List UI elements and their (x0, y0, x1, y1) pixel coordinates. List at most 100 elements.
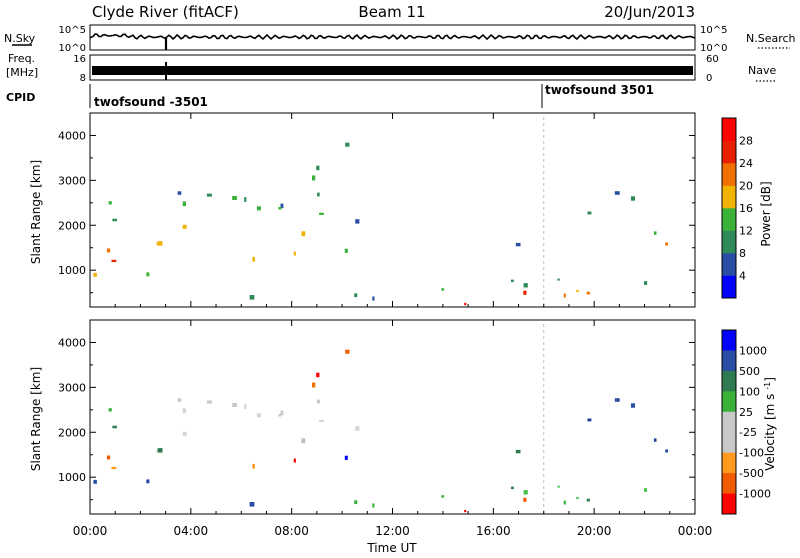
power-cell (157, 241, 163, 246)
colorbar-segment (722, 452, 736, 474)
cpid-change-marker (543, 378, 545, 381)
time-axis-label: Time UT (366, 541, 417, 554)
colorbar-segment (722, 163, 736, 186)
cpid-change-marker (543, 456, 545, 459)
velocity-cell (252, 463, 255, 469)
velocity-ytick-label: 3000 (58, 381, 86, 394)
nave-tick-top: 60 (706, 54, 719, 65)
cpid-change-marker (543, 450, 545, 453)
velocity-cell (206, 400, 212, 404)
colorbar-segment (722, 330, 736, 351)
cpid-change-marker (543, 141, 545, 144)
velocity-cell (177, 398, 182, 402)
time-tick-label: 00:00 (73, 524, 108, 538)
velocity-cell (249, 502, 255, 507)
power-data-cells (93, 117, 668, 306)
cpid-change-marker (543, 354, 545, 357)
freq-panel: Freq. [MHz] 16 8 60 0 Nave (6, 52, 776, 84)
colorbar-tick-label: 16 (739, 202, 753, 215)
freq-tick-top: 16 (73, 54, 86, 65)
freq-label-2: [MHz] (6, 66, 38, 79)
velocity-cell (345, 349, 350, 354)
power-cell (177, 191, 182, 195)
power-cell (354, 293, 358, 298)
time-tick-label: 08:00 (274, 524, 309, 538)
cpid-change-marker (543, 207, 545, 210)
colorbar-tick-label: 500 (739, 365, 760, 378)
colorbar-segment (722, 253, 736, 276)
colorbar-segment (722, 391, 736, 413)
colorbar-segment (722, 185, 736, 209)
power-cell (586, 291, 590, 295)
velocity-cell (108, 408, 112, 412)
cpid-change-marker (543, 129, 545, 132)
freq-tick-bottom: 8 (80, 73, 86, 84)
power-cell (106, 248, 111, 253)
colorbar-tick-label: 1000 (739, 344, 767, 357)
velocity-cell (182, 431, 187, 436)
cpid-change-marker (543, 273, 545, 276)
cpid-change-marker (543, 297, 545, 300)
cpid-change-marker (543, 486, 545, 489)
colorbar-tick-label: 24 (739, 157, 753, 170)
colorbar-segment (722, 350, 736, 372)
colorbar-segment (722, 140, 736, 164)
colorbar-frame (721, 117, 737, 299)
velocity-cell (244, 404, 247, 409)
velocity-cell (523, 497, 527, 502)
velocity-cell (157, 448, 163, 453)
velocity-cell (511, 486, 514, 490)
velocity-cell (256, 413, 261, 418)
colorbar-segment (722, 230, 736, 254)
velocity-cell (232, 403, 237, 407)
power-cell (312, 175, 316, 181)
power-cell (563, 293, 566, 298)
sky-panel: N.Sky 10^5 10^0 10^5 10^0 N.Search (4, 24, 796, 54)
colorbar-tick-label: -100 (739, 447, 764, 460)
time-tick-label: 20:00 (577, 524, 612, 538)
cpid-change-marker (543, 408, 545, 411)
colorbar-tick-label: 12 (739, 225, 753, 238)
velocity-cell (563, 500, 566, 505)
colorbar-segment (722, 493, 736, 515)
velocity-cell (464, 509, 467, 513)
power-cell (630, 196, 635, 201)
cpid-change-marker (543, 390, 545, 393)
cpid-change-marker (543, 384, 545, 387)
cpid-change-marker (543, 279, 545, 282)
velocity-cell (557, 485, 560, 488)
power-cell (280, 203, 284, 209)
power-ytick-label: 1000 (58, 264, 86, 277)
colorbar-tick-label: 100 (739, 385, 760, 398)
cpid-program-2: twofsound 3501 (545, 83, 654, 97)
power-cell (523, 290, 527, 295)
power-cell (576, 290, 579, 293)
power-ylabel: Slant Range [km] (29, 160, 43, 264)
power-cell (523, 283, 528, 288)
power-cell (587, 211, 592, 215)
velocity-cell (301, 438, 306, 444)
power-cell (244, 197, 247, 202)
power-cell (372, 296, 375, 301)
colorbar-segment (722, 208, 736, 231)
velocity-cell (280, 410, 284, 416)
sky-tick-top: 10^5 (59, 25, 86, 36)
power-cell (644, 281, 648, 285)
power-cell (441, 288, 445, 291)
power-cell (293, 251, 296, 256)
cpid-change-marker (543, 324, 545, 327)
colorbar-segment (722, 473, 736, 494)
velocity-panel: 1000 2000 3000 4000 Slant Range [km] 1000 50… (29, 113, 777, 555)
cpid-change-marker (543, 225, 545, 228)
velocity-ytick-label: 1000 (58, 471, 86, 484)
velocity-cell (630, 403, 635, 408)
cpid-change-marker (543, 498, 545, 501)
colorbar-segment (722, 411, 736, 433)
cpid-change-marker (543, 267, 545, 270)
power-ytick-label: 3000 (58, 174, 86, 187)
cpid-change-marker (543, 504, 545, 507)
power-cell (316, 165, 320, 171)
colorbar-tick-label: -1000 (739, 488, 771, 501)
cpid-change-marker (543, 480, 545, 483)
velocity-cell (653, 438, 657, 442)
